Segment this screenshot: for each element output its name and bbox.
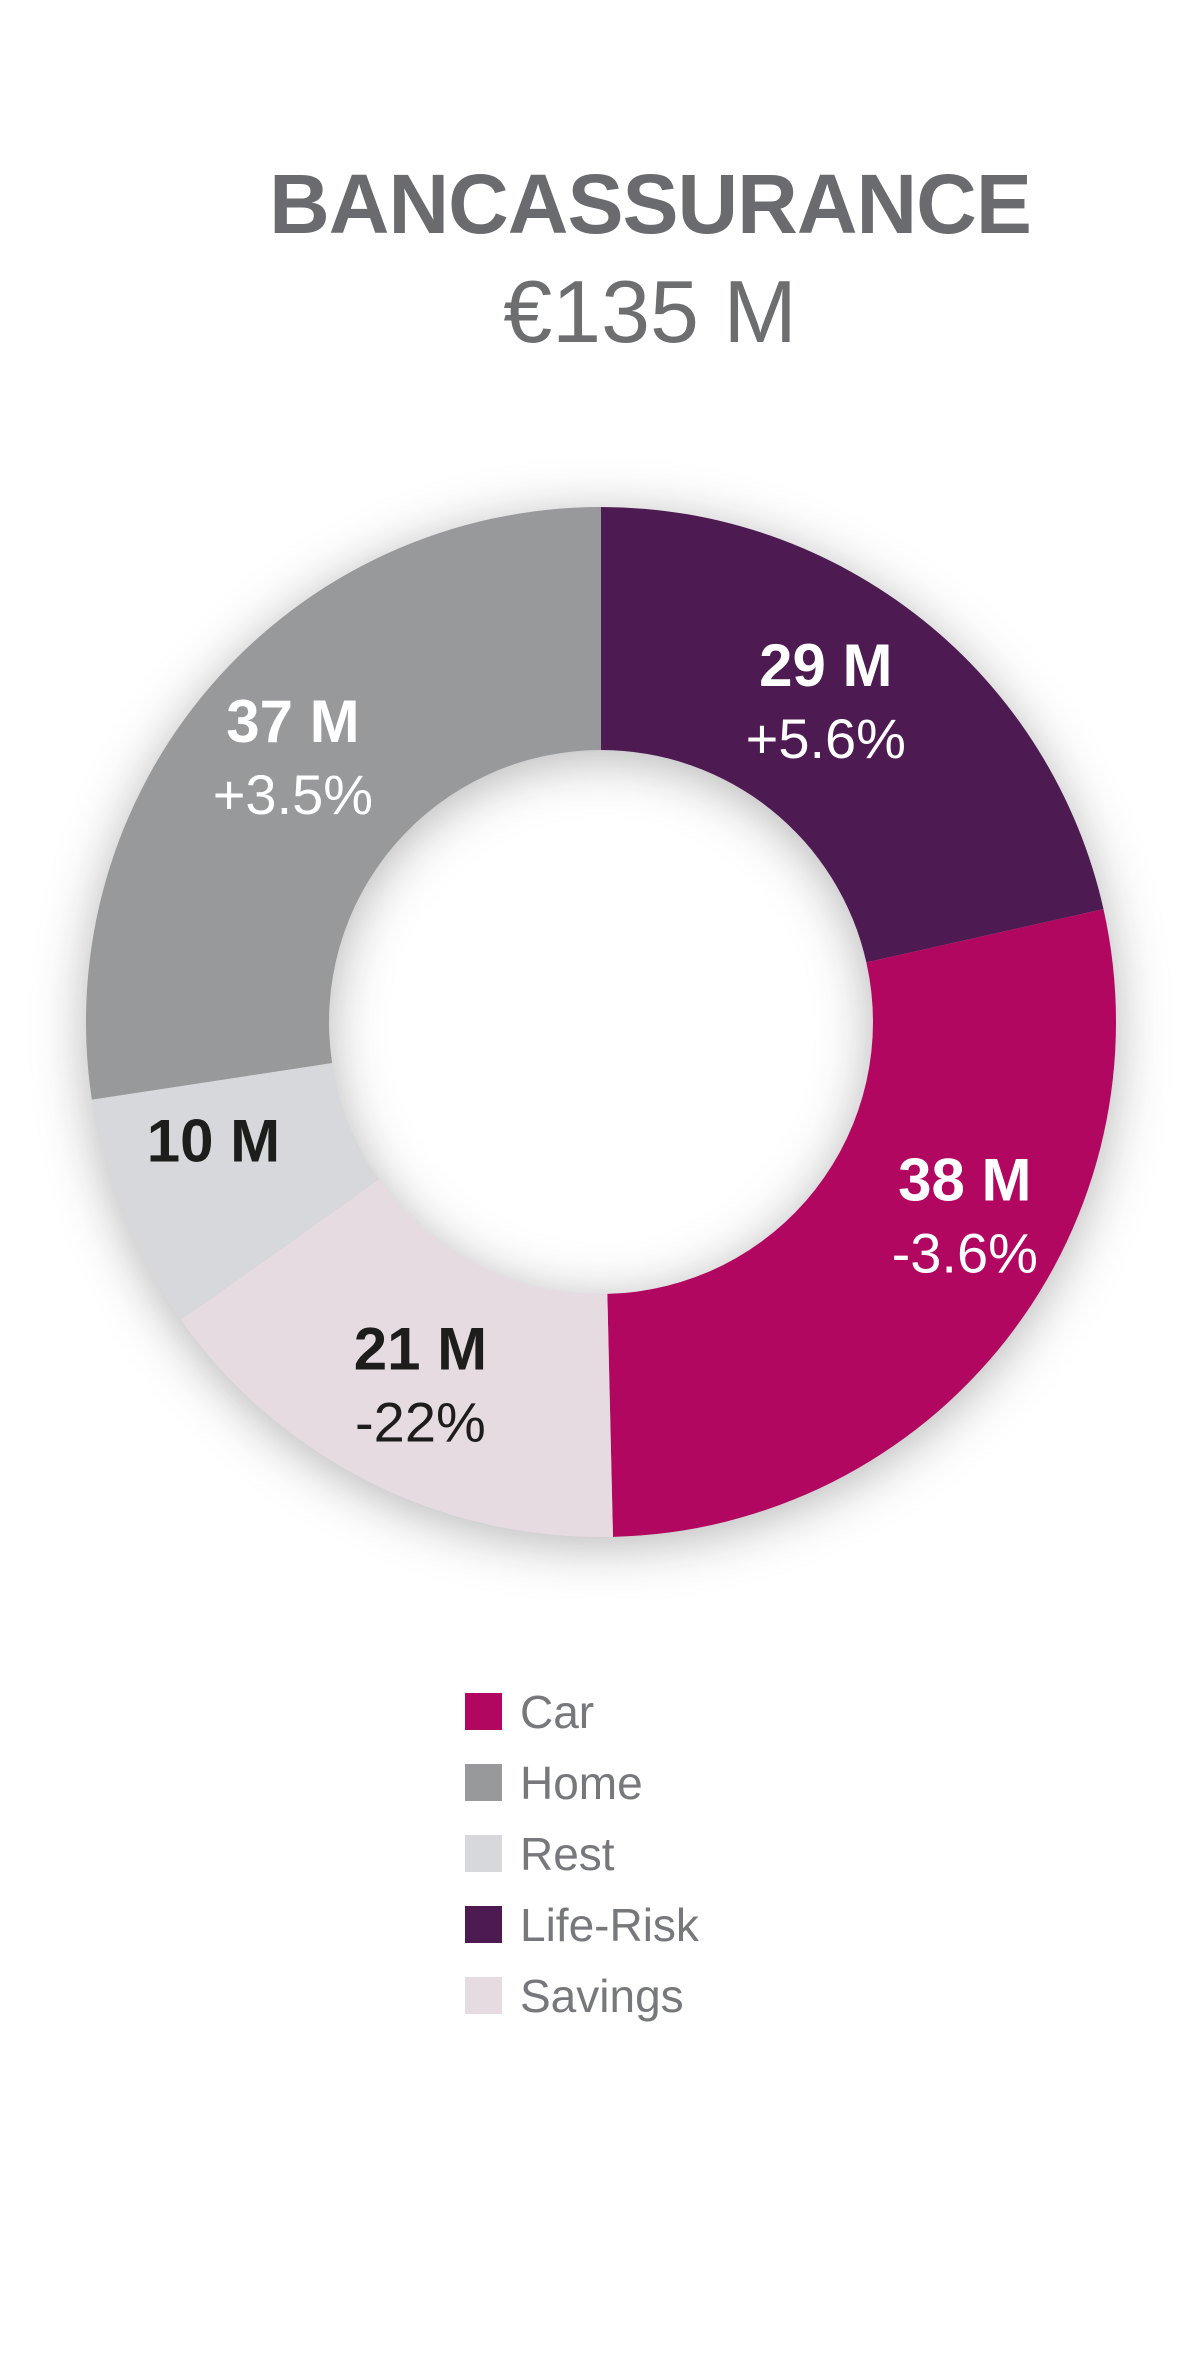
slice-value-label-life-risk: 29 M — [759, 632, 892, 699]
slice-value-label-car: 38 M — [898, 1146, 1031, 1213]
slice-life-risk — [601, 507, 1104, 963]
slice-home — [86, 507, 601, 1100]
slice-value-label-savings: 21 M — [354, 1315, 487, 1382]
legend-label: Savings — [520, 1969, 684, 2022]
legend-item-savings: Savings — [465, 1960, 699, 2031]
legend: Car Home Rest Life-Risk Savings — [465, 1676, 699, 2031]
legend-item-rest: Rest — [465, 1818, 699, 1889]
slice-value-label-home: 37 M — [226, 688, 359, 755]
legend-item-home: Home — [465, 1747, 699, 1818]
header: BANCASSURANCE €135 M — [48, 162, 1204, 356]
legend-item-life-risk: Life-Risk — [465, 1889, 699, 1960]
donut-svg: 29 M +5.6% 38 M -3.6% 21 M -22% 10 M 37 M +3.5% — [86, 507, 1117, 1537]
slice-rest — [91, 1062, 380, 1320]
slice-change-label-home: +3.5% — [213, 763, 373, 826]
legend-label: Life-Risk — [520, 1898, 699, 1951]
legend-swatch-savings — [465, 1977, 502, 2014]
legend-swatch-rest — [465, 1835, 502, 1872]
legend-label: Home — [520, 1756, 643, 1809]
slice-savings — [180, 1179, 613, 1537]
legend-swatch-car — [465, 1693, 502, 1730]
slice-change-label-car: -3.6% — [892, 1221, 1038, 1284]
chart-title: BANCASSURANCE — [269, 157, 1032, 251]
slice-change-label-savings: -22% — [355, 1390, 486, 1453]
slice-car — [607, 909, 1117, 1537]
legend-label: Car — [520, 1685, 595, 1738]
donut-chart: 29 M +5.6% 38 M -3.6% 21 M -22% 10 M 37 M +3.5% — [86, 507, 1117, 1537]
legend-swatch-life-risk — [465, 1906, 502, 1943]
legend-label: Rest — [520, 1827, 615, 1880]
slice-change-label-life-risk: +5.6% — [746, 707, 906, 770]
slice-value-label-rest: 10 M — [147, 1108, 280, 1175]
chart-subtitle: €135 M — [503, 262, 797, 361]
legend-swatch-home — [465, 1764, 502, 1801]
legend-item-car: Car — [465, 1676, 699, 1747]
